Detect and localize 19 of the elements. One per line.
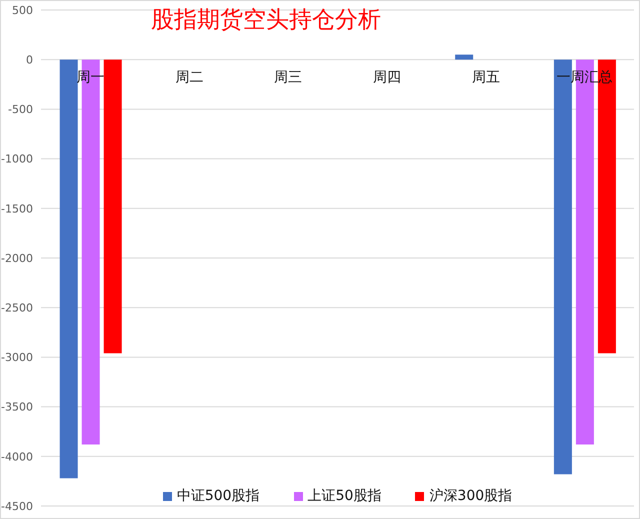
legend-label: 中证500股指	[176, 487, 260, 505]
x-tick-label: 周三	[274, 70, 302, 86]
chart-title: 股指期货空头持仓分析	[151, 6, 381, 35]
y-tick-label: 500	[12, 4, 33, 17]
y-tick-label: -3000	[1, 351, 33, 364]
legend-label: 上证50股指	[308, 487, 382, 505]
x-tick-label: 周五	[472, 70, 500, 86]
y-tick-label: -2500	[1, 302, 33, 315]
x-tick-label: 周四	[372, 70, 401, 86]
x-tick-label: 周二	[175, 70, 204, 86]
y-tick-label: -500	[8, 103, 33, 116]
y-tick-label: 0	[26, 54, 33, 67]
y-tick-label: -1000	[1, 152, 33, 166]
y-tick-label: -4500	[1, 500, 33, 513]
y-tick-label: -4000	[1, 450, 33, 464]
y-tick-label: -2000	[1, 252, 33, 265]
y-tick-label: -3500	[1, 400, 33, 414]
legend-label: 沪深300股指	[429, 487, 512, 505]
y-tick-label: -1500	[1, 202, 33, 216]
